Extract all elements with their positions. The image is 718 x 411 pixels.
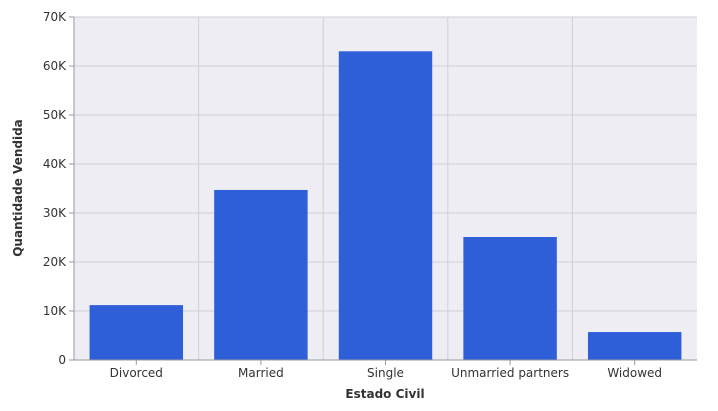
- y-tick-label: 30K: [43, 206, 67, 220]
- bars: [89, 51, 682, 361]
- y-tick-label: 0: [58, 353, 66, 367]
- y-tick-label: 20K: [43, 255, 67, 269]
- bar-divorced[interactable]: [89, 305, 184, 360]
- bar-unmarried-partners[interactable]: [463, 237, 557, 360]
- y-tick-labels: 0 10K 20K 30K 40K 50K 60K 70K: [43, 10, 74, 367]
- bar-married[interactable]: [214, 189, 308, 360]
- x-tick-label: Divorced: [110, 366, 163, 380]
- y-tick-label: 70K: [43, 10, 67, 24]
- bar-single[interactable]: [338, 51, 433, 361]
- x-tick-label: Married: [238, 366, 284, 380]
- y-axis-title: Quantidade Vendida: [11, 119, 25, 257]
- bar-widowed[interactable]: [587, 332, 682, 360]
- x-tick-labels: Divorced Married Single Unmarried partners W…: [110, 360, 662, 380]
- x-axis-title: Estado Civil: [345, 387, 424, 401]
- x-tick-label: Widowed: [607, 366, 662, 380]
- y-tick-label: 50K: [43, 108, 67, 122]
- x-tick-label: Single: [367, 366, 404, 380]
- y-tick-label: 40K: [43, 157, 67, 171]
- x-tick-label: Unmarried partners: [451, 366, 569, 380]
- y-tick-label: 10K: [43, 304, 67, 318]
- y-tick-label: 60K: [43, 59, 67, 73]
